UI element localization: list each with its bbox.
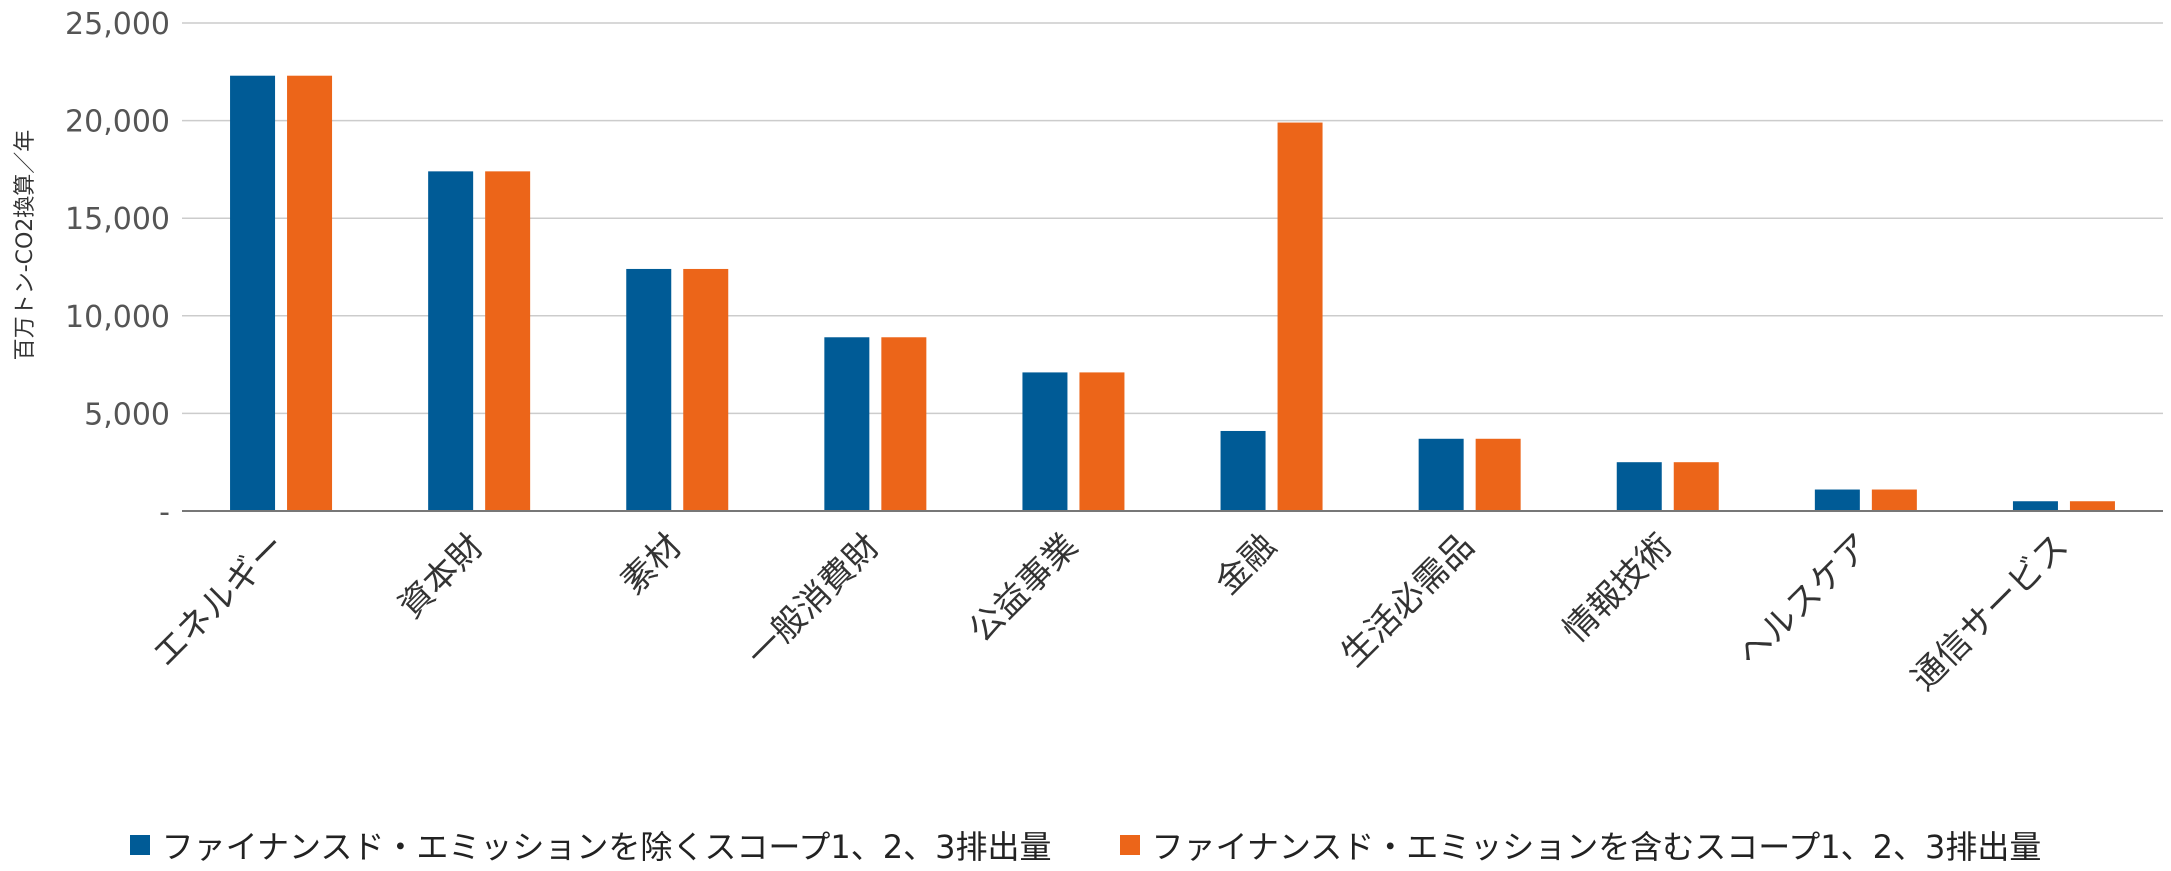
bar-including-8 (1871, 489, 1917, 511)
bar-excluding-8 (1814, 489, 1860, 511)
bar-excluding-0 (230, 75, 276, 511)
x-category-label: エネルギー (145, 526, 293, 674)
legend-item-excluding: ファイナンスド・エミッションを除くスコープ1、2、3排出量 (129, 822, 1052, 868)
bar-including-5 (1277, 122, 1323, 511)
legend: ファイナンスド・エミッションを除くスコープ1、2、3排出量 ファイナンスド・エミ… (0, 822, 2171, 868)
gridlines (182, 22, 2163, 415)
x-category-label: ヘルスケア (1730, 526, 1878, 674)
x-category-label: 金融 (1208, 526, 1284, 602)
x-category-label: 生活必需品 (1334, 526, 1482, 674)
x-category-label: 資本財 (391, 526, 491, 626)
bar-including-1 (485, 171, 531, 512)
bar-including-3 (881, 337, 927, 511)
y-axis-ticks: - 5,000 10,000 15,000 20,000 25,000 (65, 7, 170, 530)
bar-including-2 (683, 268, 729, 511)
bar-excluding-4 (1022, 372, 1068, 511)
legend-label-including: ファイナンスド・エミッションを含むスコープ1、2、3排出量 (1151, 828, 2042, 866)
legend-swatch-blue (129, 835, 150, 855)
x-axis-categories: エネルギー 資本財 素材 一般消費財 公益事業 金融 生活必需品 情報技術 ヘルスケア 通信サービ… (145, 526, 2076, 699)
y-tick-label: 25,000 (65, 7, 170, 42)
bars (230, 75, 2115, 512)
bar-including-6 (1475, 438, 1521, 511)
bar-including-9 (2069, 501, 2115, 511)
y-tick-label: 5,000 (84, 397, 170, 432)
x-category-label: 情報技術 (1556, 526, 1680, 650)
y-axis-label: 百万トン-CO2換算／年 (13, 130, 38, 361)
legend-swatch-orange (1119, 835, 1140, 855)
y-tick-label: - (159, 495, 170, 530)
bar-excluding-2 (626, 268, 672, 511)
y-tick-label: 20,000 (65, 105, 170, 140)
bar-excluding-6 (1418, 438, 1464, 511)
x-category-label: 素材 (613, 526, 689, 602)
bar-including-7 (1673, 462, 1719, 511)
bar-including-0 (287, 75, 333, 511)
x-category-label: 通信サービス (1904, 526, 2077, 699)
y-tick-label: 10,000 (65, 300, 170, 335)
bar-including-4 (1079, 372, 1125, 511)
legend-label-excluding: ファイナンスド・エミッションを除くスコープ1、2、3排出量 (161, 828, 1052, 866)
x-category-label: 公益事業 (961, 526, 1085, 650)
bar-excluding-5 (1220, 430, 1266, 511)
bar-excluding-1 (428, 171, 474, 512)
x-category-label: 一般消費財 (739, 526, 887, 674)
y-tick-label: 15,000 (65, 202, 170, 237)
bar-excluding-7 (1616, 462, 1662, 511)
bar-excluding-3 (824, 337, 870, 511)
legend-item-including: ファイナンスド・エミッションを含むスコープ1、2、3排出量 (1119, 822, 2042, 868)
bar-excluding-9 (2012, 501, 2058, 511)
